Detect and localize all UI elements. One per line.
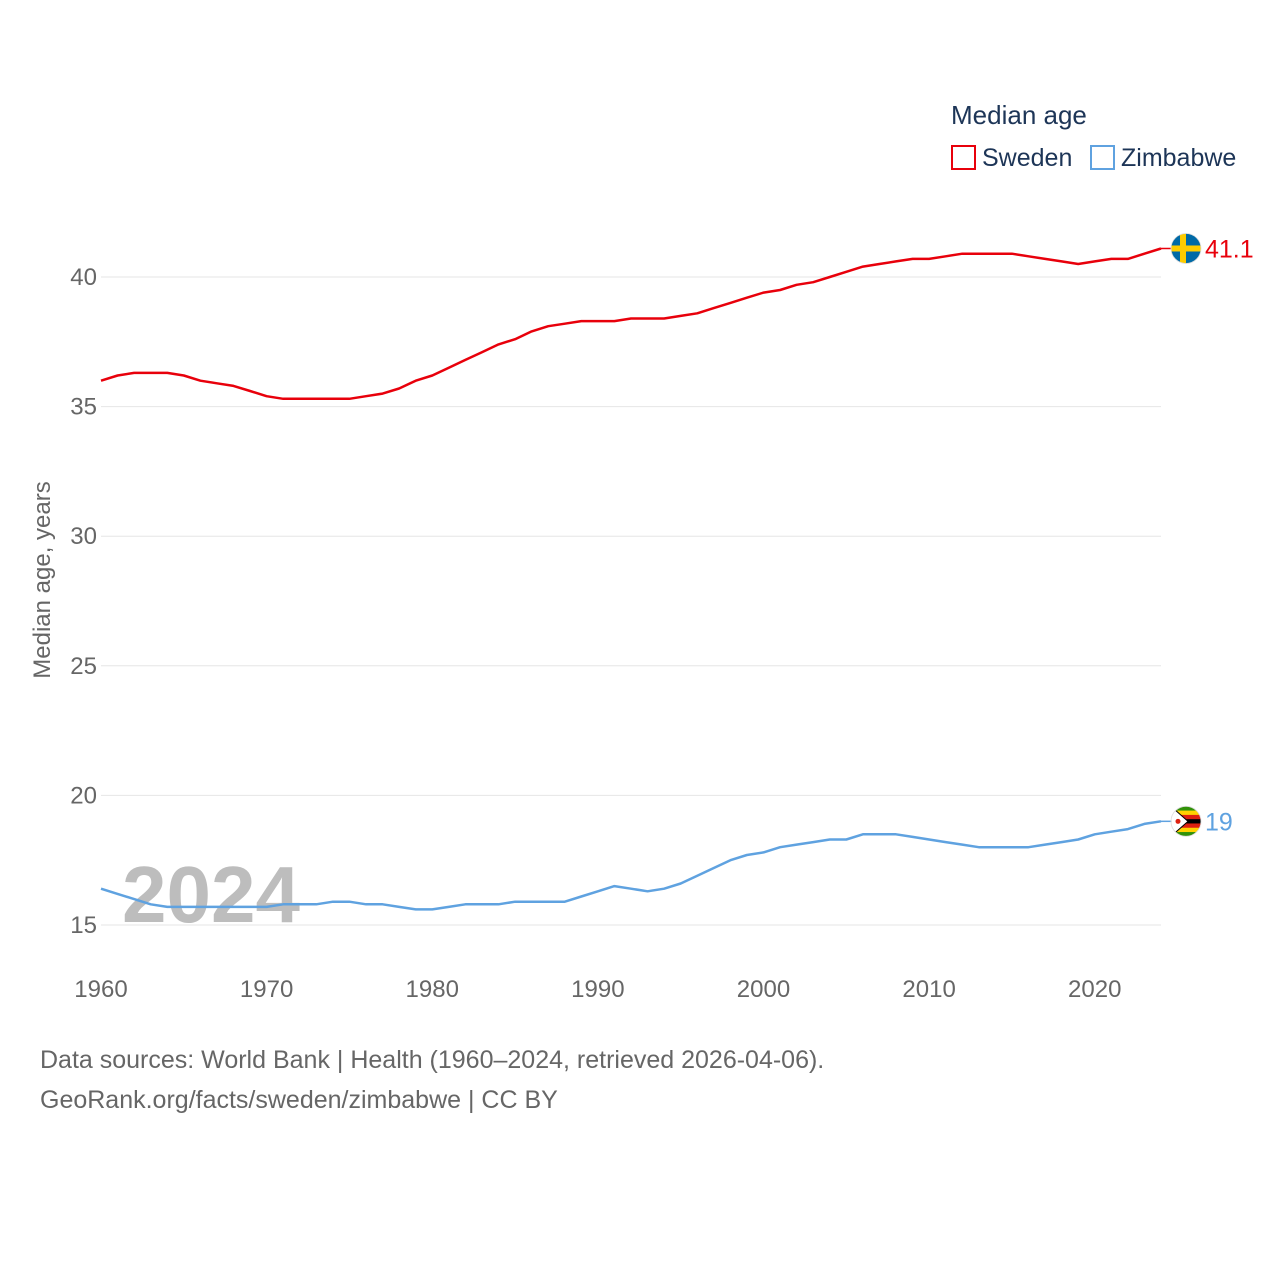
x-tick-label: 2020 (1068, 976, 1121, 1003)
source-link[interactable]: GeoRank.org/facts/sweden/zimbabwe | CC B… (40, 1086, 558, 1114)
zimbabwe-flag-icon (1170, 805, 1202, 837)
sweden-flag-icon (1170, 233, 1202, 264)
x-tick-label: 1980 (406, 976, 459, 1003)
series-line-sweden (100, 247, 1162, 401)
y-tick-label: 20 (70, 782, 97, 809)
x-tick-label: 1990 (571, 976, 624, 1003)
y-axis-ticks: 15 20 25 30 35 40 (70, 264, 97, 939)
legend-item-zimbabwe[interactable]: Zimbabwe (1090, 144, 1236, 172)
legend-swatch-sweden (951, 145, 976, 170)
legend-label-zimbabwe: Zimbabwe (1121, 144, 1236, 172)
x-tick-label: 2010 (902, 976, 955, 1003)
y-tick-label: 40 (70, 264, 97, 291)
x-tick-label: 1960 (74, 976, 127, 1003)
end-value-label-sweden: 41.1 (1205, 235, 1254, 263)
legend-item-sweden[interactable]: Sweden (951, 144, 1072, 172)
legend-swatch-zimbabwe (1090, 145, 1115, 170)
y-tick-label: 15 (70, 912, 97, 939)
year-watermark: 2024 (122, 850, 300, 939)
y-tick-label: 25 (70, 653, 97, 680)
legend-title: Median age (951, 100, 1087, 130)
gridlines (101, 276, 1161, 926)
series-line-zimbabwe (100, 820, 1162, 911)
legend: Median age Sweden Zimbabwe (951, 100, 1236, 172)
y-axis-label: Median age, years (29, 481, 56, 678)
x-axis-ticks: 1960 1970 1980 1990 2000 2010 2020 (74, 976, 1121, 1003)
x-tick-label: 2000 (737, 976, 790, 1003)
legend-label-sweden: Sweden (982, 144, 1072, 172)
line-chart: 15 20 25 30 35 40 1960 1970 1980 1990 2000 2010 202… (29, 100, 1254, 1003)
data-source-note: Data sources: World Bank | Health (1960–… (40, 1046, 825, 1074)
series-lines (100, 247, 1162, 911)
footer: Data sources: World Bank | Health (1960–… (40, 1040, 824, 1120)
y-tick-label: 35 (70, 394, 97, 421)
series-end-markers: 41.1 19 (1161, 233, 1254, 837)
end-value-label-zimbabwe: 19 (1205, 808, 1233, 836)
x-tick-label: 1970 (240, 976, 293, 1003)
y-tick-label: 30 (70, 523, 97, 550)
